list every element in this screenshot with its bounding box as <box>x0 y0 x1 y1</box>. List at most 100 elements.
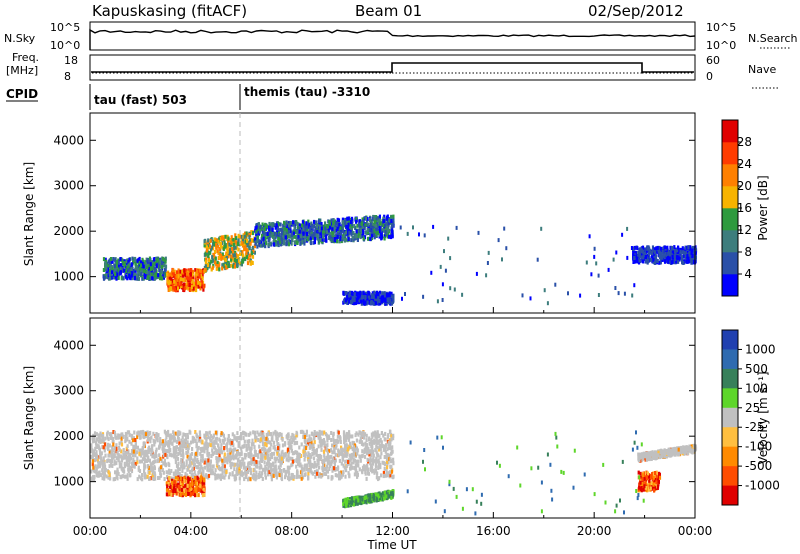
scatter-cell <box>318 228 321 233</box>
scatter-cell <box>294 435 297 440</box>
scatter-cell <box>153 466 156 471</box>
scatter-cell <box>382 470 385 475</box>
scatter-cell <box>311 447 314 452</box>
scatter-cell <box>370 453 373 458</box>
scatter-cell <box>546 301 549 306</box>
scatter-cell <box>373 220 376 225</box>
scatter-cell <box>385 295 389 300</box>
scatter-cell <box>139 435 142 439</box>
scatter-cell <box>126 276 129 281</box>
scatter-cell <box>144 472 147 477</box>
scatter-cell <box>120 458 123 463</box>
scatter-cell <box>260 237 263 242</box>
scatter-cell <box>194 451 198 456</box>
scatter-cell <box>218 255 221 260</box>
scatter-cell <box>157 476 160 480</box>
scatter-cell <box>238 452 241 457</box>
scatter-cell <box>196 453 199 457</box>
scatter-cell <box>242 436 245 441</box>
scatter-cell <box>106 435 109 440</box>
scatter-cell <box>309 461 312 466</box>
scatter-cell <box>694 247 697 252</box>
scatter-cell <box>294 450 297 455</box>
scatter-cell <box>99 453 102 458</box>
scatter-cell <box>289 456 292 461</box>
scatter-cell <box>208 264 211 269</box>
scatter-cell <box>378 229 381 234</box>
scatter-cell <box>290 440 293 445</box>
scatter-cell <box>126 476 129 481</box>
scatter-cell <box>364 441 367 446</box>
scatter-cell <box>323 430 326 435</box>
scatter-cell <box>637 254 640 259</box>
scatter-cell <box>281 240 284 244</box>
scatter-cell <box>204 458 207 463</box>
scatter-cell <box>646 246 649 251</box>
scatter-cell <box>186 435 189 440</box>
scatter-cell <box>168 463 171 468</box>
scatter-cell <box>242 253 245 258</box>
scatter-cell <box>347 471 350 476</box>
scatter-cell <box>320 447 323 452</box>
scatter-cell <box>221 471 224 475</box>
scatter-cell <box>291 238 294 242</box>
scatter-cell <box>336 239 339 244</box>
scatter-cell <box>259 432 262 437</box>
scatter-cell <box>180 473 183 478</box>
scatter-cell <box>307 471 310 476</box>
scatter-cell <box>341 456 344 461</box>
scatter-cell <box>346 216 349 221</box>
scatter-cell <box>392 436 395 441</box>
scatter-cell <box>256 430 259 435</box>
scatter-cell <box>690 260 693 265</box>
scatter-cell <box>302 435 305 439</box>
scatter-cell <box>128 456 131 461</box>
scatter-cell <box>383 466 386 471</box>
scatter-cell <box>241 250 244 255</box>
scatter-cell <box>302 453 306 457</box>
scatter-cell <box>262 446 265 451</box>
scatter-cell <box>147 275 150 280</box>
scatter-cell <box>317 461 320 466</box>
scatter-cell <box>130 467 133 472</box>
scatter-cell <box>362 231 365 235</box>
scatter-cell <box>237 238 240 243</box>
scatter-cell <box>112 442 115 447</box>
scatter-cell <box>307 451 310 456</box>
scatter-cell <box>212 239 215 244</box>
scatter-cell <box>172 450 175 455</box>
scatter-cell <box>163 273 166 278</box>
scatter-cell <box>374 448 377 453</box>
scatter-cell <box>232 237 235 242</box>
scatter-cell <box>102 257 106 262</box>
scatter-cell <box>173 269 176 274</box>
scatter-cell <box>152 431 155 436</box>
nsearch-label: N.Search <box>748 32 798 45</box>
scatter-cell <box>99 473 103 478</box>
scatter-cell <box>215 459 218 464</box>
scatter-cell <box>242 236 245 241</box>
scatter-cell <box>270 455 273 460</box>
scatter-cell <box>386 216 389 221</box>
scatter-cell <box>332 441 336 445</box>
scatter-cell <box>114 261 117 266</box>
scatter-cell <box>379 226 382 231</box>
scatter-cell <box>220 443 223 448</box>
scatter-cell <box>379 447 382 452</box>
scatter-cell <box>154 473 157 478</box>
scatter-cell <box>103 472 106 477</box>
scatter-cell <box>310 437 313 442</box>
scatter-cell <box>107 437 110 442</box>
scatter-cell <box>340 447 343 452</box>
scatter-cell <box>218 453 221 458</box>
scatter-cell <box>261 471 264 476</box>
scatter-cell <box>209 239 212 243</box>
scatter-cell <box>102 268 105 272</box>
scatter-cell <box>101 445 104 450</box>
scatter-cell <box>370 233 374 238</box>
scatter-cell <box>272 445 275 450</box>
scatter-cell <box>256 223 259 227</box>
scatter-cell <box>356 228 360 233</box>
scatter-cell <box>361 469 364 474</box>
scatter-cell <box>153 273 156 278</box>
